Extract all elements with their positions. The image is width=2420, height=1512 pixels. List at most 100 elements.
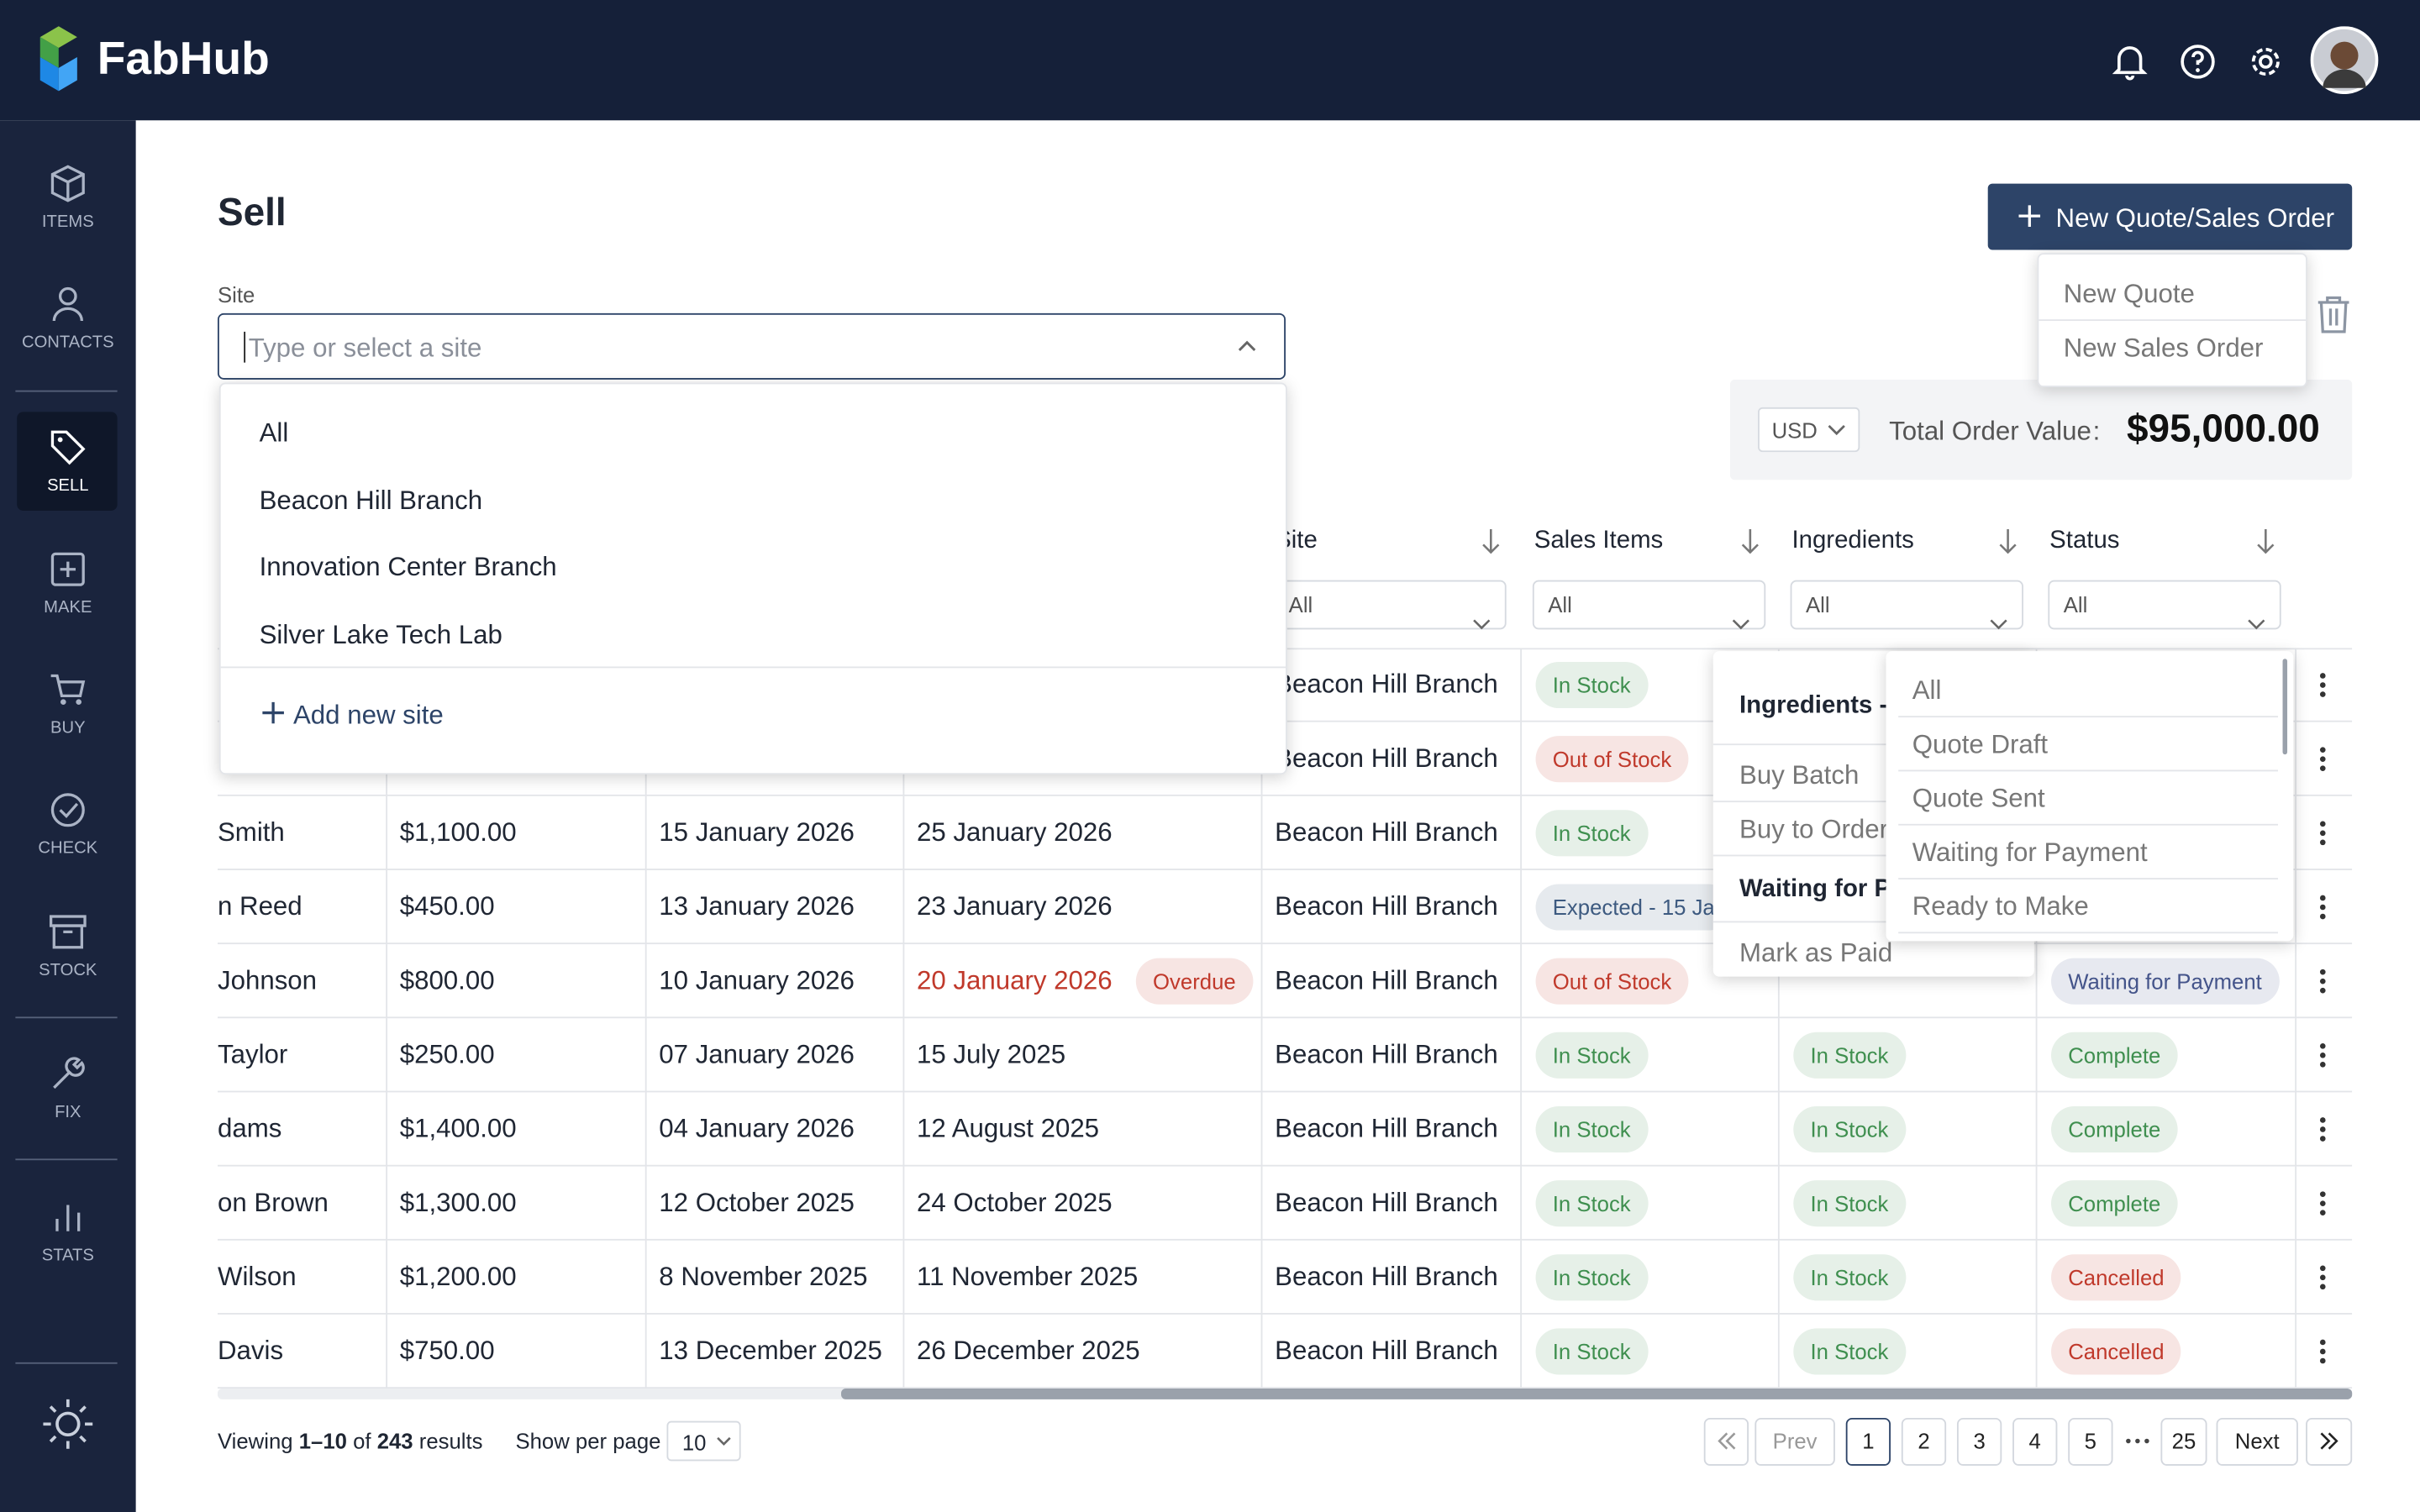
status-option[interactable]: Quote Sent xyxy=(1912,784,2045,813)
logo-icon xyxy=(39,26,77,92)
cell-customer: Johnson xyxy=(217,965,318,995)
cell-amount: $1,200.00 xyxy=(399,1262,517,1292)
table-row: Davis $750.00 13 December 2025 26 December … xyxy=(217,1314,2353,1389)
cell-amount: $250.00 xyxy=(399,1039,495,1069)
sort-icon[interactable] xyxy=(1480,528,1502,563)
prev-page[interactable]: Prev xyxy=(1754,1417,1835,1466)
status-option[interactable]: All xyxy=(1912,675,1942,706)
menu-item[interactable]: Buy Batch xyxy=(1739,760,1860,790)
nav-item[interactable]: STATS xyxy=(0,1197,136,1265)
row-actions[interactable] xyxy=(2318,1263,2328,1299)
page-button[interactable]: 3 xyxy=(1956,1417,2002,1466)
page-button[interactable]: 25 xyxy=(2160,1417,2207,1466)
cell-divider xyxy=(2295,869,2297,945)
cell-divider xyxy=(902,1092,905,1167)
column-filter[interactable]: All xyxy=(1532,580,1766,630)
cell-divider xyxy=(1520,944,1523,1019)
create-option[interactable]: New Quote xyxy=(2063,279,2195,309)
site-option[interactable]: Beacon Hill Branch xyxy=(259,485,483,515)
nav-item[interactable]: CONTACTS xyxy=(0,284,136,352)
row-actions[interactable] xyxy=(2318,893,2328,928)
nav-item[interactable]: SELL xyxy=(0,428,136,496)
notifications[interactable] xyxy=(2112,42,2149,82)
cell-divider xyxy=(644,1018,647,1093)
primary-button[interactable]: New Quote/Sales Order xyxy=(1987,183,2353,250)
badge: In Stock xyxy=(1535,1105,1648,1153)
nav-label: ITEMS xyxy=(41,213,94,232)
menu-item[interactable]: Buy to Order xyxy=(1739,814,1889,844)
nav-item[interactable]: FIX xyxy=(0,1053,136,1121)
nav-item[interactable]: CHECK xyxy=(0,790,136,858)
text: results xyxy=(418,1428,483,1454)
menu-item[interactable]: Mark as Paid xyxy=(1739,937,1893,968)
row-actions[interactable] xyxy=(2318,1116,2328,1151)
site-option[interactable]: All xyxy=(259,417,289,448)
row-actions[interactable] xyxy=(2318,968,2328,1003)
text: 243 xyxy=(376,1428,413,1454)
sort-icon[interactable] xyxy=(2254,528,2276,563)
settings[interactable] xyxy=(2245,42,2286,82)
nav-item[interactable]: MAKE xyxy=(0,549,136,617)
cell-divider xyxy=(386,1018,388,1093)
row-actions[interactable] xyxy=(2318,1189,2328,1225)
avatar[interactable] xyxy=(2310,26,2379,95)
cell-amount: $1,300.00 xyxy=(399,1188,517,1218)
badge: Overdue xyxy=(1135,958,1253,1005)
cell-due-date: 12 August 2025 xyxy=(917,1114,1100,1144)
cell-divider xyxy=(1260,1018,1263,1093)
cell-divider xyxy=(644,869,647,945)
page-button[interactable]: 4 xyxy=(2012,1417,2058,1466)
column-header[interactable]: Status xyxy=(2049,528,2120,554)
create-option[interactable]: New Sales Order xyxy=(2063,333,2264,363)
cell-amount: $1,400.00 xyxy=(399,1114,517,1144)
badge: Complete xyxy=(2051,1180,2178,1227)
cell-order-date: 13 December 2025 xyxy=(659,1336,882,1366)
row-actions[interactable] xyxy=(2318,1337,2328,1373)
cell-divider xyxy=(644,1240,647,1315)
menu-item-selected[interactable]: Waiting for P xyxy=(1739,876,1891,903)
column-filter[interactable]: All xyxy=(1790,580,2023,630)
row-actions[interactable] xyxy=(2318,745,2328,780)
cell-amount: $450.00 xyxy=(399,891,495,921)
nav-item[interactable]: STOCK xyxy=(0,912,136,979)
site-input[interactable]: Type or select a site xyxy=(217,312,1286,380)
sort-icon[interactable] xyxy=(1739,528,1761,563)
column-filter[interactable]: All xyxy=(1273,580,1507,630)
status-option[interactable]: Quote Draft xyxy=(1912,729,2049,759)
site-option[interactable]: Silver Lake Tech Lab xyxy=(259,619,502,649)
per-page: 10 xyxy=(681,1430,707,1456)
nav-item[interactable]: BUY xyxy=(0,669,136,738)
column-header[interactable]: Sales Items xyxy=(1534,528,1664,554)
sort-icon[interactable] xyxy=(1997,528,2019,563)
per-page-select[interactable]: 10 xyxy=(666,1420,741,1462)
site-option[interactable]: Innovation Center Branch xyxy=(259,552,557,582)
cell-divider xyxy=(1260,944,1263,1019)
nav-item[interactable]: ITEMS xyxy=(0,164,136,232)
page-button[interactable]: 2 xyxy=(1901,1417,1947,1466)
cell-divider xyxy=(644,944,647,1019)
cell-site: Beacon Hill Branch xyxy=(1275,1114,1498,1144)
help[interactable] xyxy=(2178,42,2218,82)
next-page[interactable]: Next xyxy=(2216,1417,2298,1466)
cell-divider xyxy=(2295,722,2297,796)
page-button[interactable]: 1 xyxy=(1845,1417,1891,1466)
row-actions[interactable] xyxy=(2318,819,2328,854)
delete[interactable] xyxy=(2315,295,2352,335)
theme-toggle[interactable] xyxy=(40,1396,96,1452)
last-page[interactable] xyxy=(2306,1417,2353,1466)
row-actions[interactable] xyxy=(2318,671,2328,706)
results-summary: Viewing 1–10 of 243 results xyxy=(218,1431,483,1452)
cell-divider xyxy=(2295,1166,2297,1241)
text: 1–10 xyxy=(298,1428,347,1454)
column-header[interactable]: Ingredients xyxy=(1791,528,1914,554)
status-option[interactable]: Ready to Make xyxy=(1912,891,2089,921)
page-button[interactable]: 5 xyxy=(2068,1417,2113,1466)
currency-select[interactable]: USD xyxy=(1758,407,1860,453)
row-actions[interactable] xyxy=(2318,1042,2328,1077)
badge: In Stock xyxy=(1535,1032,1648,1079)
nav-label: STATS xyxy=(41,1247,94,1266)
add-site[interactable]: Add new site xyxy=(292,700,444,730)
status-option[interactable]: Waiting for Payment xyxy=(1912,837,2148,868)
first-page[interactable] xyxy=(1703,1417,1749,1466)
column-filter[interactable]: All xyxy=(2048,580,2281,630)
